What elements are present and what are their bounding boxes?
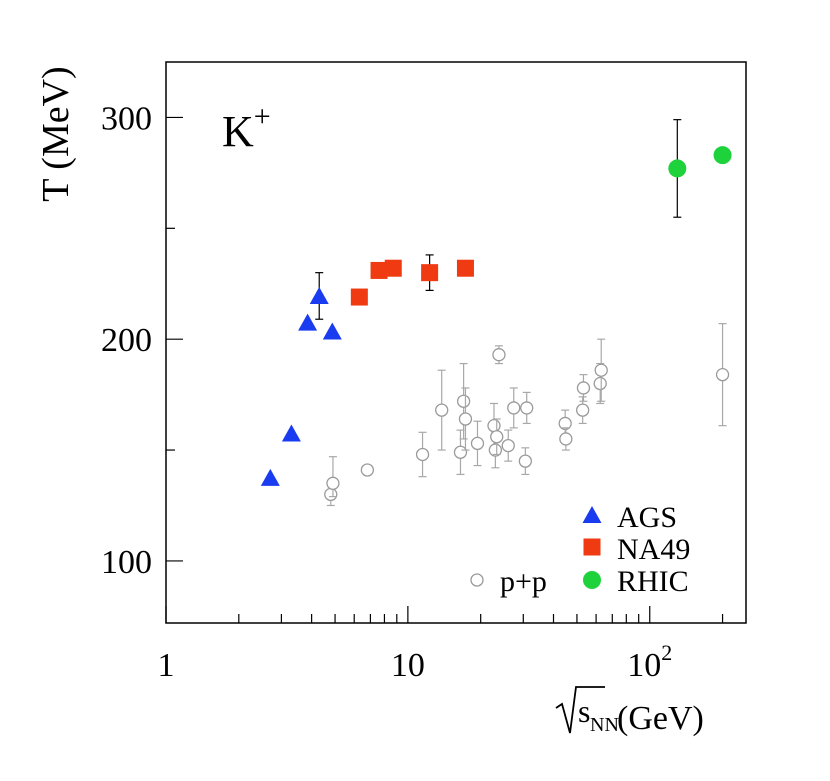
data-point-p-p (558, 416, 572, 431)
sqrt-sign-icon (555, 686, 605, 734)
data-point-p-p (492, 348, 506, 362)
legend-label: NA49 (617, 533, 690, 566)
x-tick-label: 10 (391, 647, 425, 684)
data-point-p-p (470, 436, 485, 451)
x-tick-label-base: 10 (627, 647, 661, 684)
data-point-na49 (370, 261, 388, 279)
legend-label: RHIC (617, 565, 689, 598)
data-point-p-p (360, 463, 375, 477)
data-point-ags (281, 424, 301, 442)
data-point-ags (298, 313, 318, 331)
data-point-p-p (576, 381, 591, 395)
chart-title: K+ (222, 100, 271, 156)
legend-marker (470, 573, 484, 587)
data-point-p-p (593, 376, 607, 391)
data-point-p-p (435, 403, 449, 417)
x-tick-label-base: 10 (391, 647, 425, 684)
x-axis-label-subscript: NN (590, 714, 619, 736)
x-axis-label-unit: (GeV) (617, 700, 704, 737)
legend-label: AGS (617, 501, 677, 534)
data-point-p-p (559, 432, 573, 446)
main-series (260, 119, 732, 486)
data-point-p-p (458, 412, 473, 426)
data-point-ags (322, 322, 342, 340)
legend-label: p+p (500, 565, 547, 598)
x-tick-label: 1 (158, 647, 175, 684)
x-tick-label: 102 (627, 640, 672, 684)
data-point-p-p (490, 430, 504, 444)
data-point-p-p (326, 476, 340, 490)
data-point-p-p (520, 401, 534, 415)
data-point-p-p (456, 394, 471, 408)
x-tick-label-exponent: 2 (661, 640, 672, 665)
data-point-p-p (518, 454, 533, 468)
legend-marker (582, 506, 602, 523)
x-axis-label: s NN (GeV) (555, 686, 704, 737)
data-point-p-p (453, 445, 468, 459)
y-axis-label: T (MeV) (35, 66, 77, 201)
data-point-p-p (507, 401, 521, 415)
plot-frame (165, 61, 747, 624)
data-point-ags (309, 287, 329, 305)
data-point-p-p (715, 368, 730, 382)
y-tick-label: 100 (101, 544, 152, 581)
data-point-p-p (501, 438, 515, 453)
data-point-p-p (487, 419, 501, 433)
axis-ticks (165, 116, 724, 623)
data-point-p-p (576, 403, 590, 417)
data-point-na49 (421, 264, 439, 282)
data-point-ags (260, 468, 280, 486)
data-point-p-p (488, 443, 503, 457)
data-point-rhic (668, 159, 687, 178)
x-tick-label-base: 1 (158, 647, 175, 684)
legend-marker (583, 538, 601, 556)
data-point-rhic (713, 146, 732, 165)
data-point-p-p (594, 363, 608, 377)
data-point-na49 (456, 259, 474, 277)
data-point-na49 (384, 259, 402, 277)
chart-title-sup: + (254, 100, 271, 133)
chart-title-main: K (222, 107, 254, 156)
y-tick-label: 300 (101, 100, 152, 137)
data-point-na49 (350, 288, 368, 306)
x-axis-label-radicand: s (578, 693, 590, 729)
pp-series (324, 323, 730, 507)
data-point-p-p (415, 447, 430, 462)
legend-marker (583, 571, 601, 589)
data-point-p-p (324, 487, 338, 502)
y-tick-label: 200 (101, 322, 152, 359)
